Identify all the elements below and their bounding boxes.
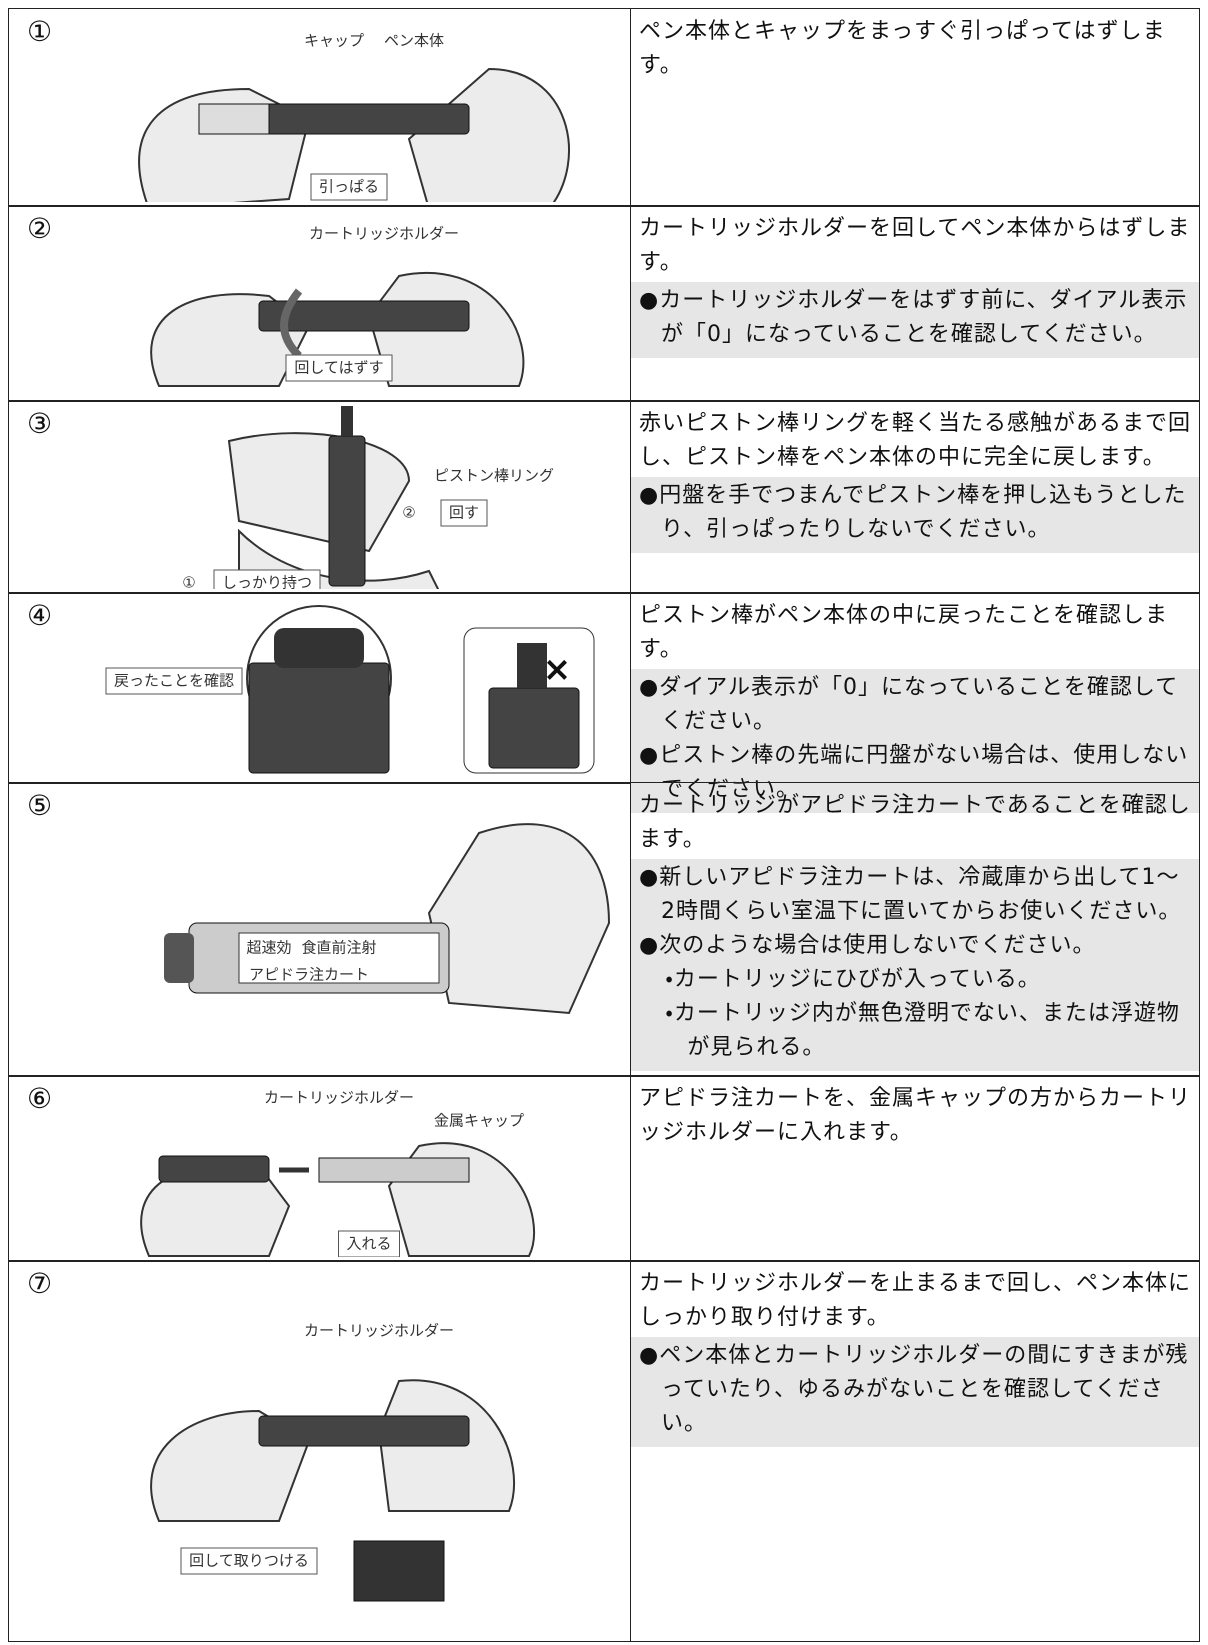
label-box (310, 173, 388, 201)
illustration-label: ピストン棒リング (434, 467, 554, 485)
text-cell: 赤いピストン棒リングを軽く当たる感触があるまで回し、ピストン棒をペン本体の中に完… (630, 400, 1200, 594)
illustration-label: 入れる (346, 1235, 391, 1253)
illustration-label: カートリッジホルダー (309, 225, 459, 243)
cap (198, 103, 270, 135)
sub-note: ・カートリッジ内が無色澄明でない、または浮遊物が見られる。 (665, 1001, 1180, 1060)
illustration-cell: ③ ピストン棒リング ② 回す ① しっかり持つ (8, 400, 631, 594)
text-cell: ペン本体とキャップをまっすぐ引っぱってはずします。 (630, 8, 1200, 207)
illustration-cell: ④ 戻ったことを確認 × (8, 592, 631, 784)
illustration-label: 超速効 (246, 939, 291, 957)
illustration-label: 回してはずす (294, 359, 383, 377)
illustration-cell: ② カートリッジホルダー回してはずす (8, 205, 631, 402)
text-cell: カートリッジホルダーを止まるまで回し、ペン本体にしっかり取り付けます。 ●ペン本体… (630, 1260, 1200, 1642)
label-box (285, 354, 393, 382)
note: ●円盤を手でつまんでピストン棒を押し込もうとしたり、引っぱったりしないでください… (639, 483, 1187, 542)
step-text: カートリッジホルダーを止まるまで回し、ペン本体にしっかり取り付けます。 (639, 1271, 1192, 1330)
label-box (213, 569, 321, 589)
label-box (180, 1547, 318, 1575)
pen (248, 662, 390, 774)
illustration-label: キャップ (304, 32, 364, 50)
illustration-label: 回す (449, 504, 479, 522)
label (238, 932, 440, 984)
step-text: カートリッジホルダーを回してペン本体からはずします。 (639, 216, 1191, 275)
step-number: ④ (27, 599, 53, 632)
label-box (338, 1230, 400, 1257)
illustration-label: アピドラ注カート (249, 966, 369, 984)
illustration-label: ペン本体 (384, 32, 444, 50)
pen (258, 300, 470, 332)
pen (158, 1155, 270, 1183)
step-number: ③ (27, 407, 53, 440)
text-cell: アピドラ注カートを、金属キャップの方からカートリッジホルダーに入れます。 (630, 1075, 1200, 1262)
note: ●次のような場合は使用しないでください。 (639, 933, 1096, 958)
hand (227, 432, 411, 553)
illustration-label: 金属キャップ (434, 1112, 524, 1130)
note: ●新しいアピドラ注カートは、冷蔵庫から出して1～2時間くらい室温下に置いてからお… (639, 865, 1182, 924)
pen (328, 435, 366, 587)
step-number: ⑦ (27, 1267, 53, 1300)
step-text: アピドラ注カートを、金属キャップの方からカートリッジホルダーに入れます。 (639, 1086, 1192, 1145)
illustration-cell: ⑦ カートリッジホルダー回して取りつける (8, 1260, 631, 1642)
hand (427, 823, 611, 1015)
illustration-cell: ① キャップ ペン本体引っぱる (8, 8, 631, 207)
illustration-label: 回して取りつける (189, 1552, 309, 1570)
illustration-cell: ⑤ 超速効 食直前注射アピドラ注カート (8, 782, 631, 1077)
illustration: ピストン棒リング ② 回す ① しっかり持つ (182, 406, 554, 590)
note: ●ピストン棒の先端に円盤がない場合は、使用しないでください。 (639, 743, 1189, 802)
text-cell: カートリッジがアピドラ注カートであることを確認します。 ●新しいアピドラ注カートは… (630, 782, 1200, 1077)
step-number: ① (27, 15, 53, 48)
illustration-label: カートリッジホルダー (264, 1089, 414, 1107)
illustration-label: ① (182, 574, 195, 590)
step-number: ⑤ (27, 789, 53, 822)
pen (488, 687, 580, 769)
illustration-label: 戻ったことを確認 (114, 672, 234, 690)
notes: ●カートリッジホルダーをはずす前に、ダイアル表示が「0」になっていることを確認し… (631, 282, 1199, 358)
illustration-label: 引っぱる (319, 178, 379, 196)
illustration-label: × (543, 650, 572, 690)
zoom (353, 1540, 445, 1602)
cap (164, 933, 194, 983)
illustration-label: 食直前注射 (301, 939, 376, 957)
step-number: ⑥ (27, 1082, 53, 1115)
illustration-label: しっかり持つ (222, 574, 312, 590)
notes: ●円盤を手でつまんでピストン棒を押し込もうとしたり、引っぱったりしないでください… (631, 477, 1199, 553)
notes: ●ペン本体とカートリッジホルダーの間にすきまが残っていたり、ゆるみがないことを確… (631, 1337, 1199, 1447)
note: ●ダイアル表示が「0」になっていることを確認してください。 (639, 675, 1179, 734)
cartridge (318, 1157, 470, 1183)
notes: ●ダイアル表示が「0」になっていることを確認してください。 ●ピストン棒の先端に円… (631, 669, 1199, 813)
illustration-label: ② (402, 504, 415, 522)
label-box (440, 499, 488, 527)
text-cell: カートリッジホルダーを回してペン本体からはずします。 ●カートリッジホルダーをはず… (630, 205, 1200, 402)
step-text: カートリッジがアピドラ注カートであることを確認します。 (639, 793, 1191, 852)
label-box (105, 667, 243, 695)
arrow (280, 288, 303, 359)
illustration-label: カートリッジホルダー (304, 1322, 454, 1340)
disk (274, 628, 364, 668)
rod (341, 406, 353, 436)
illustration: 戻ったことを確認 × (105, 605, 595, 774)
note: ●ペン本体とカートリッジホルダーの間にすきまが残っていたり、ゆるみがないことを確… (639, 1343, 1189, 1436)
pen (258, 1415, 470, 1447)
step-text: ピストン棒がペン本体の中に戻ったことを確認します。 (639, 603, 1169, 662)
step-text: ペン本体とキャップをまっすぐ引っぱってはずします。 (639, 19, 1166, 78)
notes: ●新しいアピドラ注カートは、冷蔵庫から出して1～2時間くらい室温下に置いてからお… (631, 859, 1199, 1071)
step-text: 赤いピストン棒リングを軽く当たる感触があるまで回し、ピストン棒をペン本体の中に完… (639, 411, 1192, 470)
rod (517, 643, 547, 688)
text-cell: ピストン棒がペン本体の中に戻ったことを確認します。 ●ダイアル表示が「0」になって… (630, 592, 1200, 813)
sub-note: ・カートリッジにひびが入っている。 (665, 967, 1041, 992)
illustration-cell: ⑥ カートリッジホルダー金属キャップ入れる (8, 1075, 631, 1262)
step-number: ② (27, 212, 53, 245)
note: ●カートリッジホルダーをはずす前に、ダイアル表示が「0」になっていることを確認し… (639, 288, 1188, 347)
hand (407, 67, 570, 202)
